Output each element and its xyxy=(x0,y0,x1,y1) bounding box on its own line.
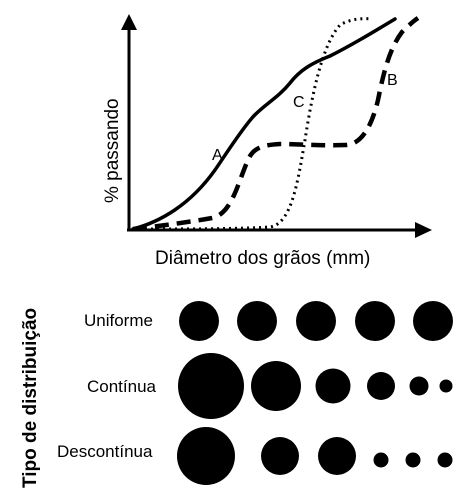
grain-circle xyxy=(439,379,453,393)
distribution-panel: Tipo de distribuição Uniforme Contínua D… xyxy=(20,301,453,488)
grain-circle xyxy=(251,361,301,411)
grain-circle xyxy=(315,368,351,404)
grain-circle xyxy=(178,353,244,419)
curve-a-label: A xyxy=(212,147,223,164)
grain-circle xyxy=(373,452,389,468)
grain-circle xyxy=(409,376,429,396)
y-axis-title: % passando xyxy=(102,98,123,203)
row-continua: Contínua xyxy=(87,353,453,419)
grading-graph: A B C % passando Diâmetro dos grãos (mm) xyxy=(102,14,432,269)
grain-circle xyxy=(318,437,356,475)
grain-circle xyxy=(237,301,277,341)
curve-c-label: C xyxy=(293,94,305,111)
grain-circle xyxy=(367,372,395,400)
grain-circle xyxy=(355,301,395,341)
curve-c xyxy=(132,17,373,231)
distribution-title: Tipo de distribuição xyxy=(20,308,41,488)
x-axis-arrow-icon xyxy=(415,222,432,238)
row-label-uniforme: Uniforme xyxy=(84,311,153,330)
row-label-continua: Contínua xyxy=(87,377,157,396)
row-label-descontinua: Descontínua xyxy=(57,442,153,461)
grain-circle xyxy=(413,301,453,341)
grain-circle xyxy=(405,452,421,468)
y-axis-arrow-icon xyxy=(121,14,137,30)
grain-circle xyxy=(177,427,235,485)
grain-circle xyxy=(261,437,299,475)
row-uniforme: Uniforme xyxy=(84,301,453,341)
grain-circle xyxy=(179,301,219,341)
curve-b-label: B xyxy=(387,72,398,89)
curve-a xyxy=(131,17,397,231)
x-axis-title: Diâmetro dos grãos (mm) xyxy=(155,248,370,269)
row-descontinua: Descontínua xyxy=(57,427,453,485)
curve-b xyxy=(132,16,420,232)
grain-circle xyxy=(437,452,453,468)
grain-circle xyxy=(296,301,336,341)
